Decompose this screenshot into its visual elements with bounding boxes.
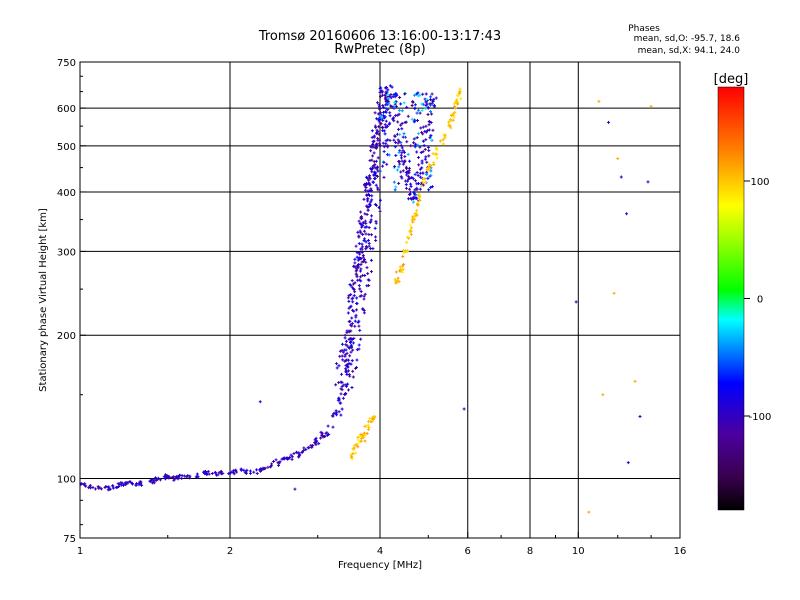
y-tick-label: 100 (57, 475, 76, 486)
colorbar (717, 86, 745, 511)
x-tick-label: 1 (77, 546, 83, 557)
y-tick-label: 400 (57, 188, 76, 199)
points-layer (79, 84, 653, 514)
x-tick-label: 10 (572, 546, 585, 557)
x-tick-label: 6 (465, 546, 471, 557)
info-line-o: mean, sd,O: -95.7, 18.6 (634, 34, 741, 44)
colorbar-tick-label: 100 (750, 177, 769, 188)
y-tick-label: 500 (57, 142, 76, 153)
y-tick-label: 300 (57, 247, 76, 258)
x-tick-label: 4 (377, 546, 383, 557)
info-heading: Phases (628, 24, 660, 34)
tick-layer: 1 2 4 6 8 10 16 75 100 200 300 400 500 600 750 (57, 58, 686, 557)
x-axis-label: Frequency [MHz] (338, 560, 422, 571)
x-tick-label: 8 (527, 546, 533, 557)
colorbar-tick-label: 0 (757, 295, 763, 306)
colorbar-ticks: -100 0 100 (744, 177, 771, 423)
y-tick-label: 600 (57, 104, 76, 115)
y-tick-label: 75 (63, 534, 76, 545)
y-tick-label: 750 (57, 58, 76, 69)
grid-layer (80, 62, 680, 538)
y-tick-label: 200 (57, 331, 76, 342)
colorbar-label: [deg] (714, 72, 749, 87)
chart-title: Tromsø 20160606 13:16:00-13:17:43 (258, 29, 501, 44)
chart-subtitle: RwPretec (8p) (334, 42, 425, 57)
colorbar-tick-label: -100 (749, 412, 772, 423)
x-tick-label: 16 (674, 546, 687, 557)
plot-frame (79, 61, 681, 539)
x-tick-label: 2 (227, 546, 233, 557)
y-axis-label: Stationary phase Virtual Height [km] (38, 208, 49, 392)
info-line-x: mean, sd,X: 94.1, 24.0 (638, 46, 741, 56)
